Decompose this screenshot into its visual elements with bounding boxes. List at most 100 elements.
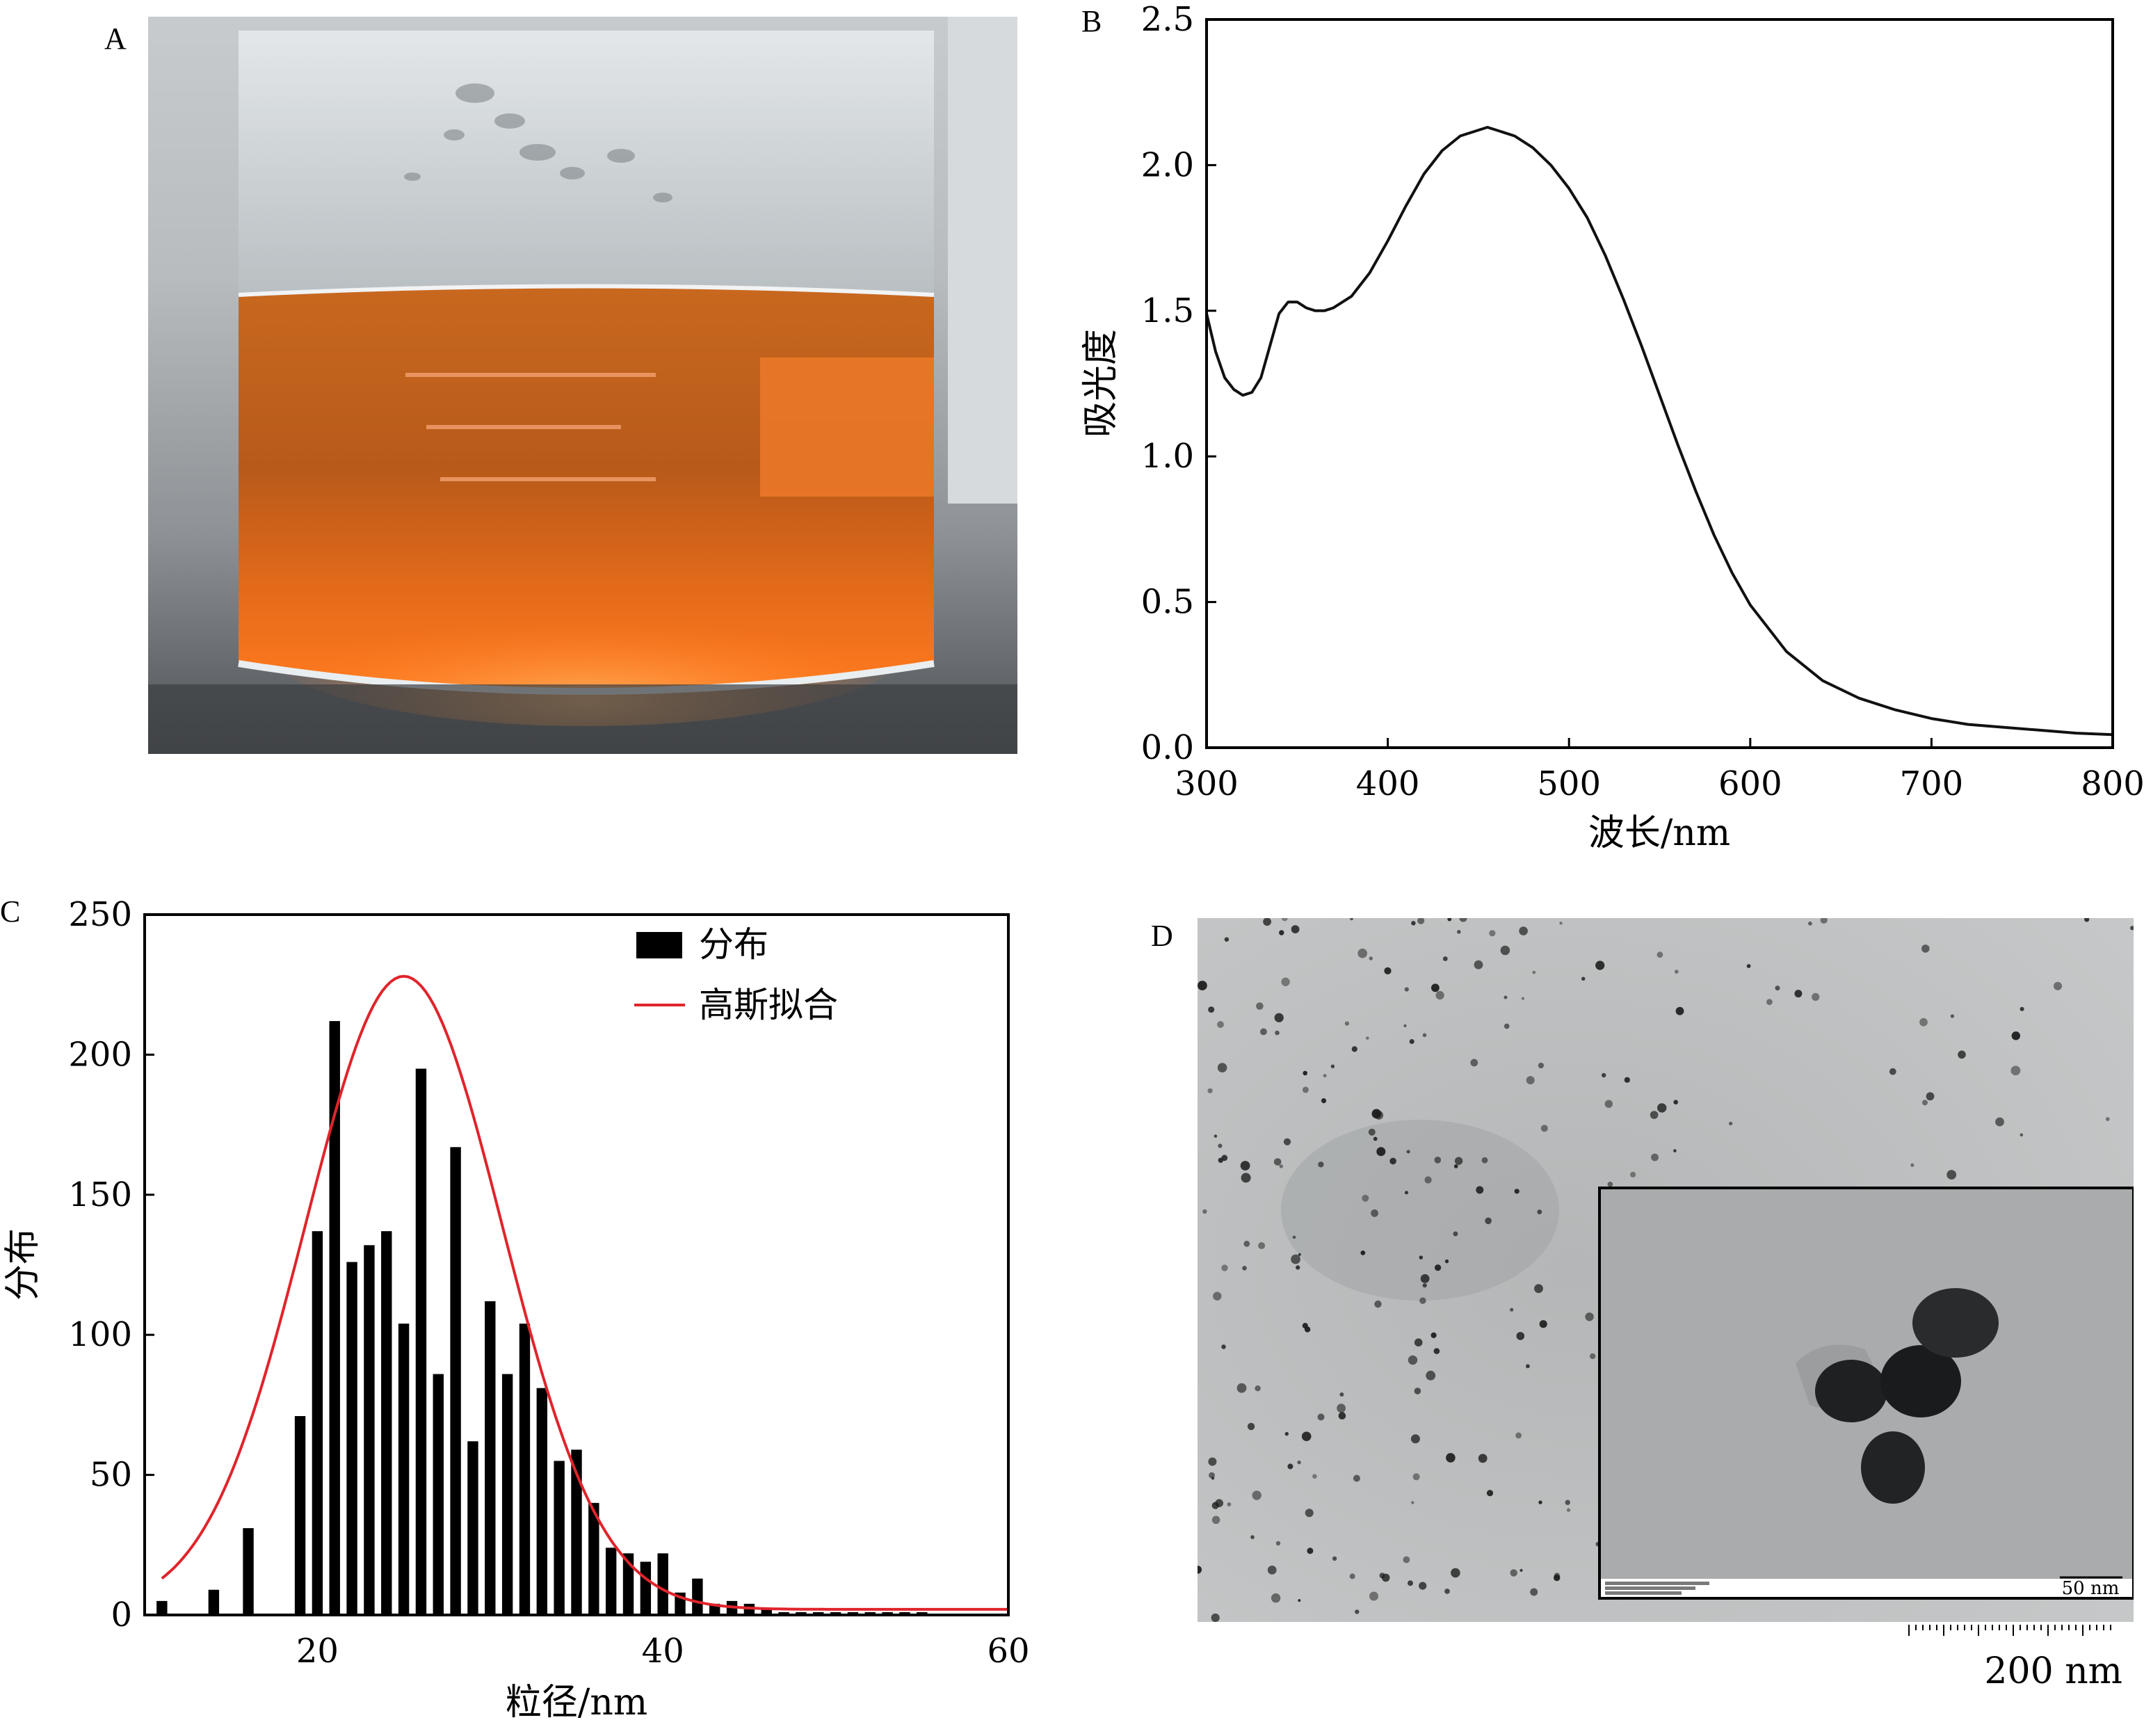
- tem-particle: [1434, 1157, 1442, 1164]
- tem-particle: [1565, 1500, 1570, 1505]
- tem-cloud: [1281, 1120, 1559, 1301]
- tem-particle: [1426, 1370, 1436, 1381]
- tem-particle: [1307, 1548, 1314, 1554]
- tem-particle: [1384, 967, 1392, 974]
- tem-particle: [1250, 1535, 1255, 1539]
- tem-particle: [1357, 948, 1367, 958]
- tem-particle: [1537, 1209, 1542, 1214]
- tem-particle: [1332, 1556, 1337, 1561]
- absorbance-chart: 300 400 500 600 700 800 0.0 0.5 1.0 1.5 2.0 2.5 波长/…: [1080, 0, 2144, 854]
- tem-particle: [1526, 1364, 1530, 1369]
- tem-particle: [1657, 1103, 1667, 1113]
- tem-particle: [1504, 1023, 1510, 1029]
- tem-particle: [2020, 1133, 2024, 1137]
- tem-particle: [1217, 1021, 1224, 1028]
- tem-particle: [1808, 921, 1812, 926]
- histogram-bar: [605, 1548, 617, 1615]
- tem-particle: [1433, 1348, 1440, 1354]
- bench-right: [948, 17, 1017, 504]
- tem-particle: [1291, 925, 1300, 933]
- tem-particle: [1520, 1568, 1523, 1572]
- histogram-bar: [519, 1324, 531, 1615]
- tem-particle: [1435, 990, 1444, 1000]
- tem-particle: [1258, 1242, 1266, 1249]
- tem-particle: [1283, 1138, 1291, 1146]
- tem-particle: [1607, 1182, 1613, 1187]
- tem-particle: [1926, 1092, 1935, 1101]
- tem-particle: [1504, 995, 1508, 999]
- tem-particle: [1227, 1502, 1232, 1506]
- tem-particle: [1321, 1098, 1327, 1104]
- y-tick-label-0: 0: [111, 1596, 132, 1634]
- histogram-bar: [450, 1147, 461, 1615]
- y-tick-label-4: 200: [68, 1035, 132, 1074]
- tem-particle: [1459, 918, 1467, 922]
- tem-particle: [1422, 1033, 1427, 1038]
- tem-particle: [1301, 1431, 1312, 1441]
- legend-label-bars: 分布: [699, 924, 768, 965]
- tem-particle: [1521, 997, 1524, 1000]
- tem-particle: [1273, 1158, 1282, 1166]
- nanoparticle-3: [1912, 1288, 1999, 1358]
- tem-particle: [1298, 1599, 1301, 1602]
- tem-particle: [1411, 1501, 1414, 1504]
- absorbance-plot-frame: [1205, 18, 2114, 749]
- tem-particle: [1673, 1149, 1677, 1152]
- tem-particle: [1889, 1068, 1896, 1075]
- size-plot-layer: 20 40 60 0 50 100 150 200 250: [68, 895, 1029, 1671]
- tem-particle: [1211, 1502, 1219, 1509]
- tem-particle: [1919, 1018, 1928, 1027]
- tem-particle: [1435, 1264, 1442, 1271]
- tem-particle: [1284, 1431, 1289, 1436]
- tem-particle: [1516, 1332, 1525, 1340]
- absorbance-plot-layer: 300 400 500 600 700 800 0.0 0.5 1.0 1.5 2.0 2.5: [1141, 0, 2144, 803]
- histogram-bar: [415, 1068, 427, 1615]
- histogram-bar: [813, 1612, 824, 1615]
- tem-particle: [1369, 1591, 1378, 1601]
- tem-particle: [1485, 1217, 1492, 1225]
- tem-particle: [1540, 1125, 1548, 1132]
- tem-particle: [1330, 1064, 1335, 1068]
- tem-particle: [1674, 970, 1679, 974]
- tem-scale: 200 nm: [1908, 1625, 2122, 1692]
- histogram-bar: [364, 1245, 375, 1615]
- tem-particle: [1381, 1573, 1390, 1582]
- tem-particle: [1263, 918, 1271, 926]
- tem-particle: [1419, 1297, 1426, 1304]
- tem-particle: [1350, 918, 1353, 921]
- size-legend: 分布 高斯拟合: [634, 924, 838, 1025]
- tem-particle: [1476, 1186, 1484, 1194]
- tem-particle: [1538, 1062, 1544, 1069]
- tem-particle: [1211, 1477, 1215, 1480]
- tem-particle: [1338, 1412, 1346, 1420]
- tem-particle: [1403, 1024, 1407, 1027]
- tem-particle: [1481, 1157, 1488, 1164]
- tem-particle: [1292, 1235, 1296, 1239]
- tem-particle: [1214, 1134, 1218, 1138]
- y-tick-label-3: 150: [68, 1175, 132, 1214]
- tem-particle: [1410, 1434, 1420, 1444]
- tem-particle: [1298, 1253, 1301, 1256]
- histogram-bar: [381, 1231, 392, 1615]
- condensation-drops: [404, 83, 672, 202]
- tem-particle: [1281, 977, 1290, 986]
- tem-particle: [1453, 1164, 1458, 1168]
- size-plot-frame: [143, 913, 1010, 1616]
- histogram-bar: [622, 1553, 634, 1615]
- tem-particle: [1373, 1136, 1378, 1141]
- histogram-bar: [864, 1612, 876, 1615]
- tem-particle: [1958, 1050, 1966, 1059]
- tem-particle: [1275, 1541, 1281, 1546]
- tem-scale-ticks: [1908, 1625, 2111, 1636]
- y-tick-label-1: 50: [90, 1456, 132, 1495]
- tem-particle: [1368, 1128, 1376, 1136]
- beaker-upper-glass: [239, 31, 934, 295]
- size-ylabel: 分布: [2, 1228, 44, 1301]
- x-tick-label-1: 400: [1356, 764, 1420, 803]
- tem-particle: [1274, 1013, 1284, 1022]
- tem-particle: [1794, 990, 1803, 998]
- histogram-bar: [847, 1612, 859, 1615]
- tem-particle: [1420, 1274, 1430, 1283]
- tem-particle: [1510, 1569, 1517, 1577]
